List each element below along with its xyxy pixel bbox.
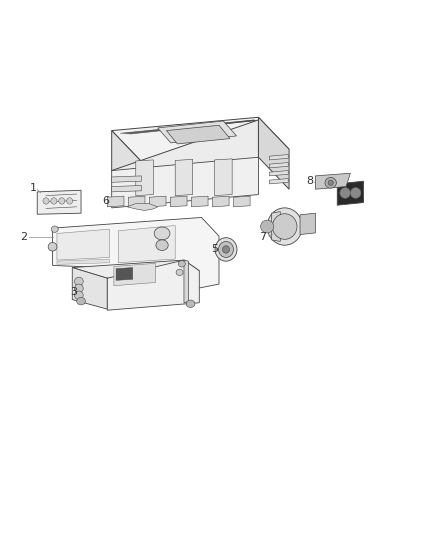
Ellipse shape	[43, 198, 49, 204]
Ellipse shape	[154, 227, 170, 240]
Ellipse shape	[67, 198, 73, 204]
Ellipse shape	[223, 246, 230, 253]
Polygon shape	[57, 229, 110, 260]
Ellipse shape	[261, 220, 274, 233]
Ellipse shape	[219, 241, 233, 257]
Text: 7: 7	[259, 232, 266, 242]
Polygon shape	[116, 268, 133, 280]
Polygon shape	[272, 212, 280, 241]
Ellipse shape	[325, 177, 336, 188]
Polygon shape	[107, 260, 199, 310]
Ellipse shape	[74, 291, 83, 300]
Ellipse shape	[350, 188, 361, 198]
Ellipse shape	[74, 277, 83, 286]
Polygon shape	[269, 171, 288, 176]
Polygon shape	[53, 217, 219, 291]
Polygon shape	[166, 125, 230, 144]
Polygon shape	[269, 163, 288, 168]
Ellipse shape	[51, 226, 58, 232]
Polygon shape	[112, 157, 258, 208]
Polygon shape	[72, 260, 199, 278]
Ellipse shape	[340, 188, 350, 198]
Polygon shape	[258, 117, 289, 189]
Ellipse shape	[74, 284, 83, 293]
Polygon shape	[114, 263, 155, 286]
Polygon shape	[37, 190, 81, 214]
Ellipse shape	[176, 269, 183, 276]
Polygon shape	[191, 196, 208, 207]
Polygon shape	[149, 196, 166, 207]
Polygon shape	[337, 181, 364, 205]
Ellipse shape	[77, 297, 85, 305]
Polygon shape	[112, 185, 141, 192]
Polygon shape	[184, 260, 188, 303]
Polygon shape	[107, 196, 124, 207]
Ellipse shape	[272, 214, 297, 239]
Text: 2: 2	[20, 232, 27, 242]
Polygon shape	[170, 196, 187, 207]
Text: 1: 1	[29, 183, 36, 193]
Ellipse shape	[48, 243, 57, 251]
Polygon shape	[300, 213, 315, 235]
Polygon shape	[72, 268, 107, 309]
Ellipse shape	[215, 238, 237, 261]
Text: 8: 8	[307, 176, 314, 186]
Polygon shape	[136, 160, 153, 196]
Text: 3: 3	[70, 287, 77, 296]
Polygon shape	[158, 121, 237, 143]
Polygon shape	[112, 120, 258, 203]
Ellipse shape	[156, 240, 168, 251]
Ellipse shape	[267, 208, 302, 245]
Polygon shape	[127, 204, 158, 211]
Polygon shape	[112, 117, 289, 163]
Text: 5: 5	[212, 245, 219, 254]
Polygon shape	[269, 155, 288, 160]
Ellipse shape	[328, 180, 333, 185]
Polygon shape	[212, 196, 229, 207]
Text: 6: 6	[102, 196, 110, 206]
Polygon shape	[233, 196, 250, 207]
Polygon shape	[118, 225, 175, 263]
Polygon shape	[112, 131, 142, 203]
Polygon shape	[215, 159, 232, 196]
Polygon shape	[315, 173, 350, 189]
Polygon shape	[269, 179, 288, 184]
Ellipse shape	[59, 198, 65, 204]
Polygon shape	[128, 196, 145, 207]
Ellipse shape	[51, 198, 57, 204]
Ellipse shape	[178, 261, 185, 267]
Ellipse shape	[186, 300, 195, 308]
Polygon shape	[112, 176, 141, 182]
Polygon shape	[175, 159, 193, 196]
Polygon shape	[57, 259, 110, 264]
